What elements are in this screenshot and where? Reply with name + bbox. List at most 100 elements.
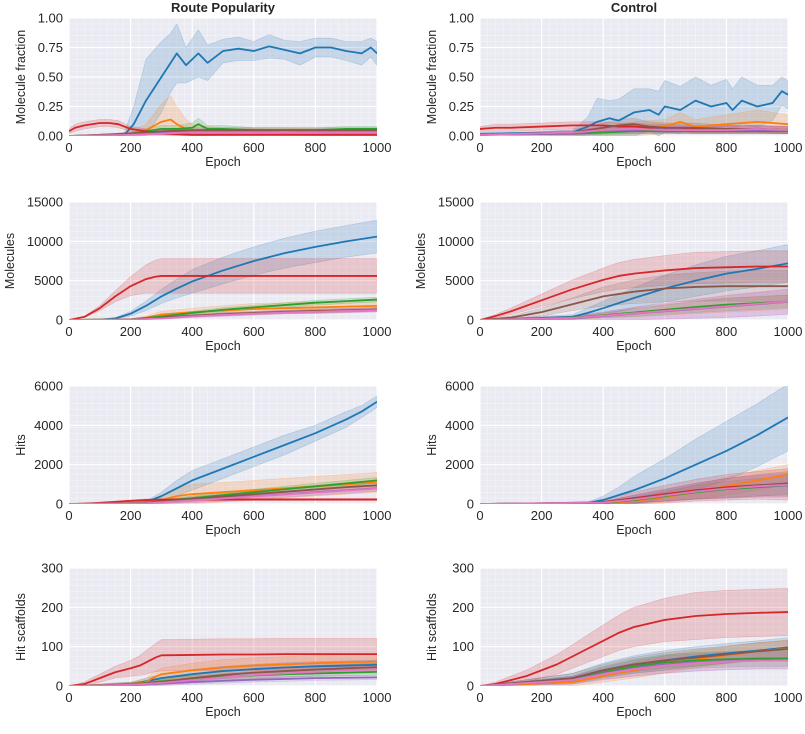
x-axis-label: Epoch <box>616 523 651 537</box>
y-tick-label: 10000 <box>27 234 63 249</box>
y-tick-label: 0.00 <box>38 129 63 144</box>
y-tick-label: 1.00 <box>449 11 474 26</box>
x-tick-label: 600 <box>243 508 265 523</box>
band-brown <box>480 471 788 504</box>
y-tick-label: 5000 <box>445 273 474 288</box>
y-axis-label: Hits <box>425 434 439 456</box>
band-red <box>69 258 377 320</box>
line-red <box>69 653 377 686</box>
x-tick-label: 800 <box>305 324 327 339</box>
band-pink <box>480 288 788 320</box>
band-red <box>69 638 377 686</box>
y-tick-label: 100 <box>452 639 474 654</box>
line-brown <box>69 129 377 136</box>
panel-3-left: 0 200 400 600 800 1000 0 2000 4000 6000 Epoch Hits <box>14 379 391 538</box>
y-axis-label: Molecules <box>3 233 17 289</box>
x-tick-label: 1000 <box>774 324 803 339</box>
x-tick-label: 0 <box>65 140 72 155</box>
line-brown <box>480 285 788 320</box>
x-tick-label: 0 <box>476 690 483 705</box>
y-axis-label: Hit scaffolds <box>14 593 28 661</box>
x-tick-label: 1000 <box>363 324 392 339</box>
x-tick-label: 200 <box>120 324 142 339</box>
y-tick-label: 0 <box>467 313 474 328</box>
line-red <box>480 611 788 686</box>
line-pink <box>480 483 788 504</box>
band-blue <box>480 76 788 136</box>
panels: 0 200 400 600 800 10000.000.250.500.751.00Epo… <box>3 11 802 720</box>
y-tick-label: 100 <box>41 639 63 654</box>
x-tick-label: 0 <box>65 508 72 523</box>
y-tick-label: 0 <box>56 313 63 328</box>
panel-1-left: 0 200 400 600 800 1000 0.00 0.25 0.50 0.75 1.00 Epo… <box>14 11 391 170</box>
y-tick-label: 4000 <box>34 418 63 433</box>
band-orange <box>480 464 788 504</box>
panel-1-right: 0 200 400 600 800 1000 0.00 0.25 0.50 0.75 1.00 Epo… <box>425 11 802 170</box>
y-tick-label: 0.25 <box>38 99 63 114</box>
y-tick-label: 300 <box>452 561 474 576</box>
x-tick-label: 400 <box>181 324 203 339</box>
x-tick-label: 200 <box>531 690 553 705</box>
x-tick-label: 1000 <box>363 508 392 523</box>
line-pink <box>480 300 788 320</box>
x-tick-label: 600 <box>243 690 265 705</box>
x-axis-label: Epoch <box>205 339 240 353</box>
band-blue <box>480 386 788 504</box>
line-blue <box>480 262 788 320</box>
x-axis-label: Epoch <box>205 155 240 169</box>
band-green <box>480 294 788 320</box>
x-tick-label: 0 <box>65 690 72 705</box>
series-group <box>480 244 788 320</box>
band-blue <box>480 637 788 686</box>
line-pink <box>69 487 377 504</box>
band-red <box>480 468 788 504</box>
x-tick-label: 200 <box>120 690 142 705</box>
band-blue <box>69 23 377 136</box>
y-tick-label: 0.00 <box>449 129 474 144</box>
line-red <box>69 275 377 320</box>
x-axis-label: Epoch <box>205 705 240 719</box>
x-tick-label: 200 <box>531 324 553 339</box>
band-green <box>480 476 788 504</box>
y-tick-label: 1.00 <box>38 11 63 26</box>
y-tick-label: 200 <box>41 600 63 615</box>
series-group <box>69 395 377 504</box>
band-orange <box>480 639 788 686</box>
y-tick-label: 5000 <box>34 273 63 288</box>
x-tick-label: 1000 <box>363 140 392 155</box>
y-tick-label: 0 <box>467 679 474 694</box>
y-tick-label: 0.50 <box>38 70 63 85</box>
y-tick-label: 4000 <box>445 418 474 433</box>
series-group <box>69 219 377 320</box>
x-tick-label: 800 <box>716 140 738 155</box>
series-group <box>69 638 377 686</box>
x-axis-label: Epoch <box>205 523 240 537</box>
x-axis-label: Epoch <box>616 339 651 353</box>
x-tick-label: 0 <box>65 324 72 339</box>
band-red <box>480 588 788 686</box>
y-axis-label: Molecules <box>414 233 428 289</box>
x-tick-label: 800 <box>305 140 327 155</box>
x-tick-label: 400 <box>592 690 614 705</box>
band-pink <box>480 472 788 504</box>
y-tick-label: 200 <box>452 600 474 615</box>
line-pink <box>69 309 377 320</box>
x-tick-label: 600 <box>243 140 265 155</box>
x-axis-label: Epoch <box>616 705 651 719</box>
y-axis-label: Molecule fraction <box>425 30 439 125</box>
x-tick-label: 800 <box>716 690 738 705</box>
column-title-right: Control <box>611 0 657 15</box>
line-pink <box>69 131 377 136</box>
line-blue <box>480 90 788 135</box>
y-tick-label: 0 <box>56 497 63 512</box>
x-tick-label: 1000 <box>774 140 803 155</box>
x-tick-label: 400 <box>181 508 203 523</box>
band-purple <box>480 289 788 320</box>
x-tick-label: 0 <box>476 140 483 155</box>
band-orange <box>480 294 788 320</box>
panel-4-left: 0 200 400 600 800 1000 0 100 200 300 Epoch Hit scaf… <box>14 561 391 720</box>
x-tick-label: 400 <box>592 508 614 523</box>
x-tick-label: 200 <box>531 508 553 523</box>
band-orange <box>69 95 377 136</box>
line-pink <box>480 128 788 136</box>
